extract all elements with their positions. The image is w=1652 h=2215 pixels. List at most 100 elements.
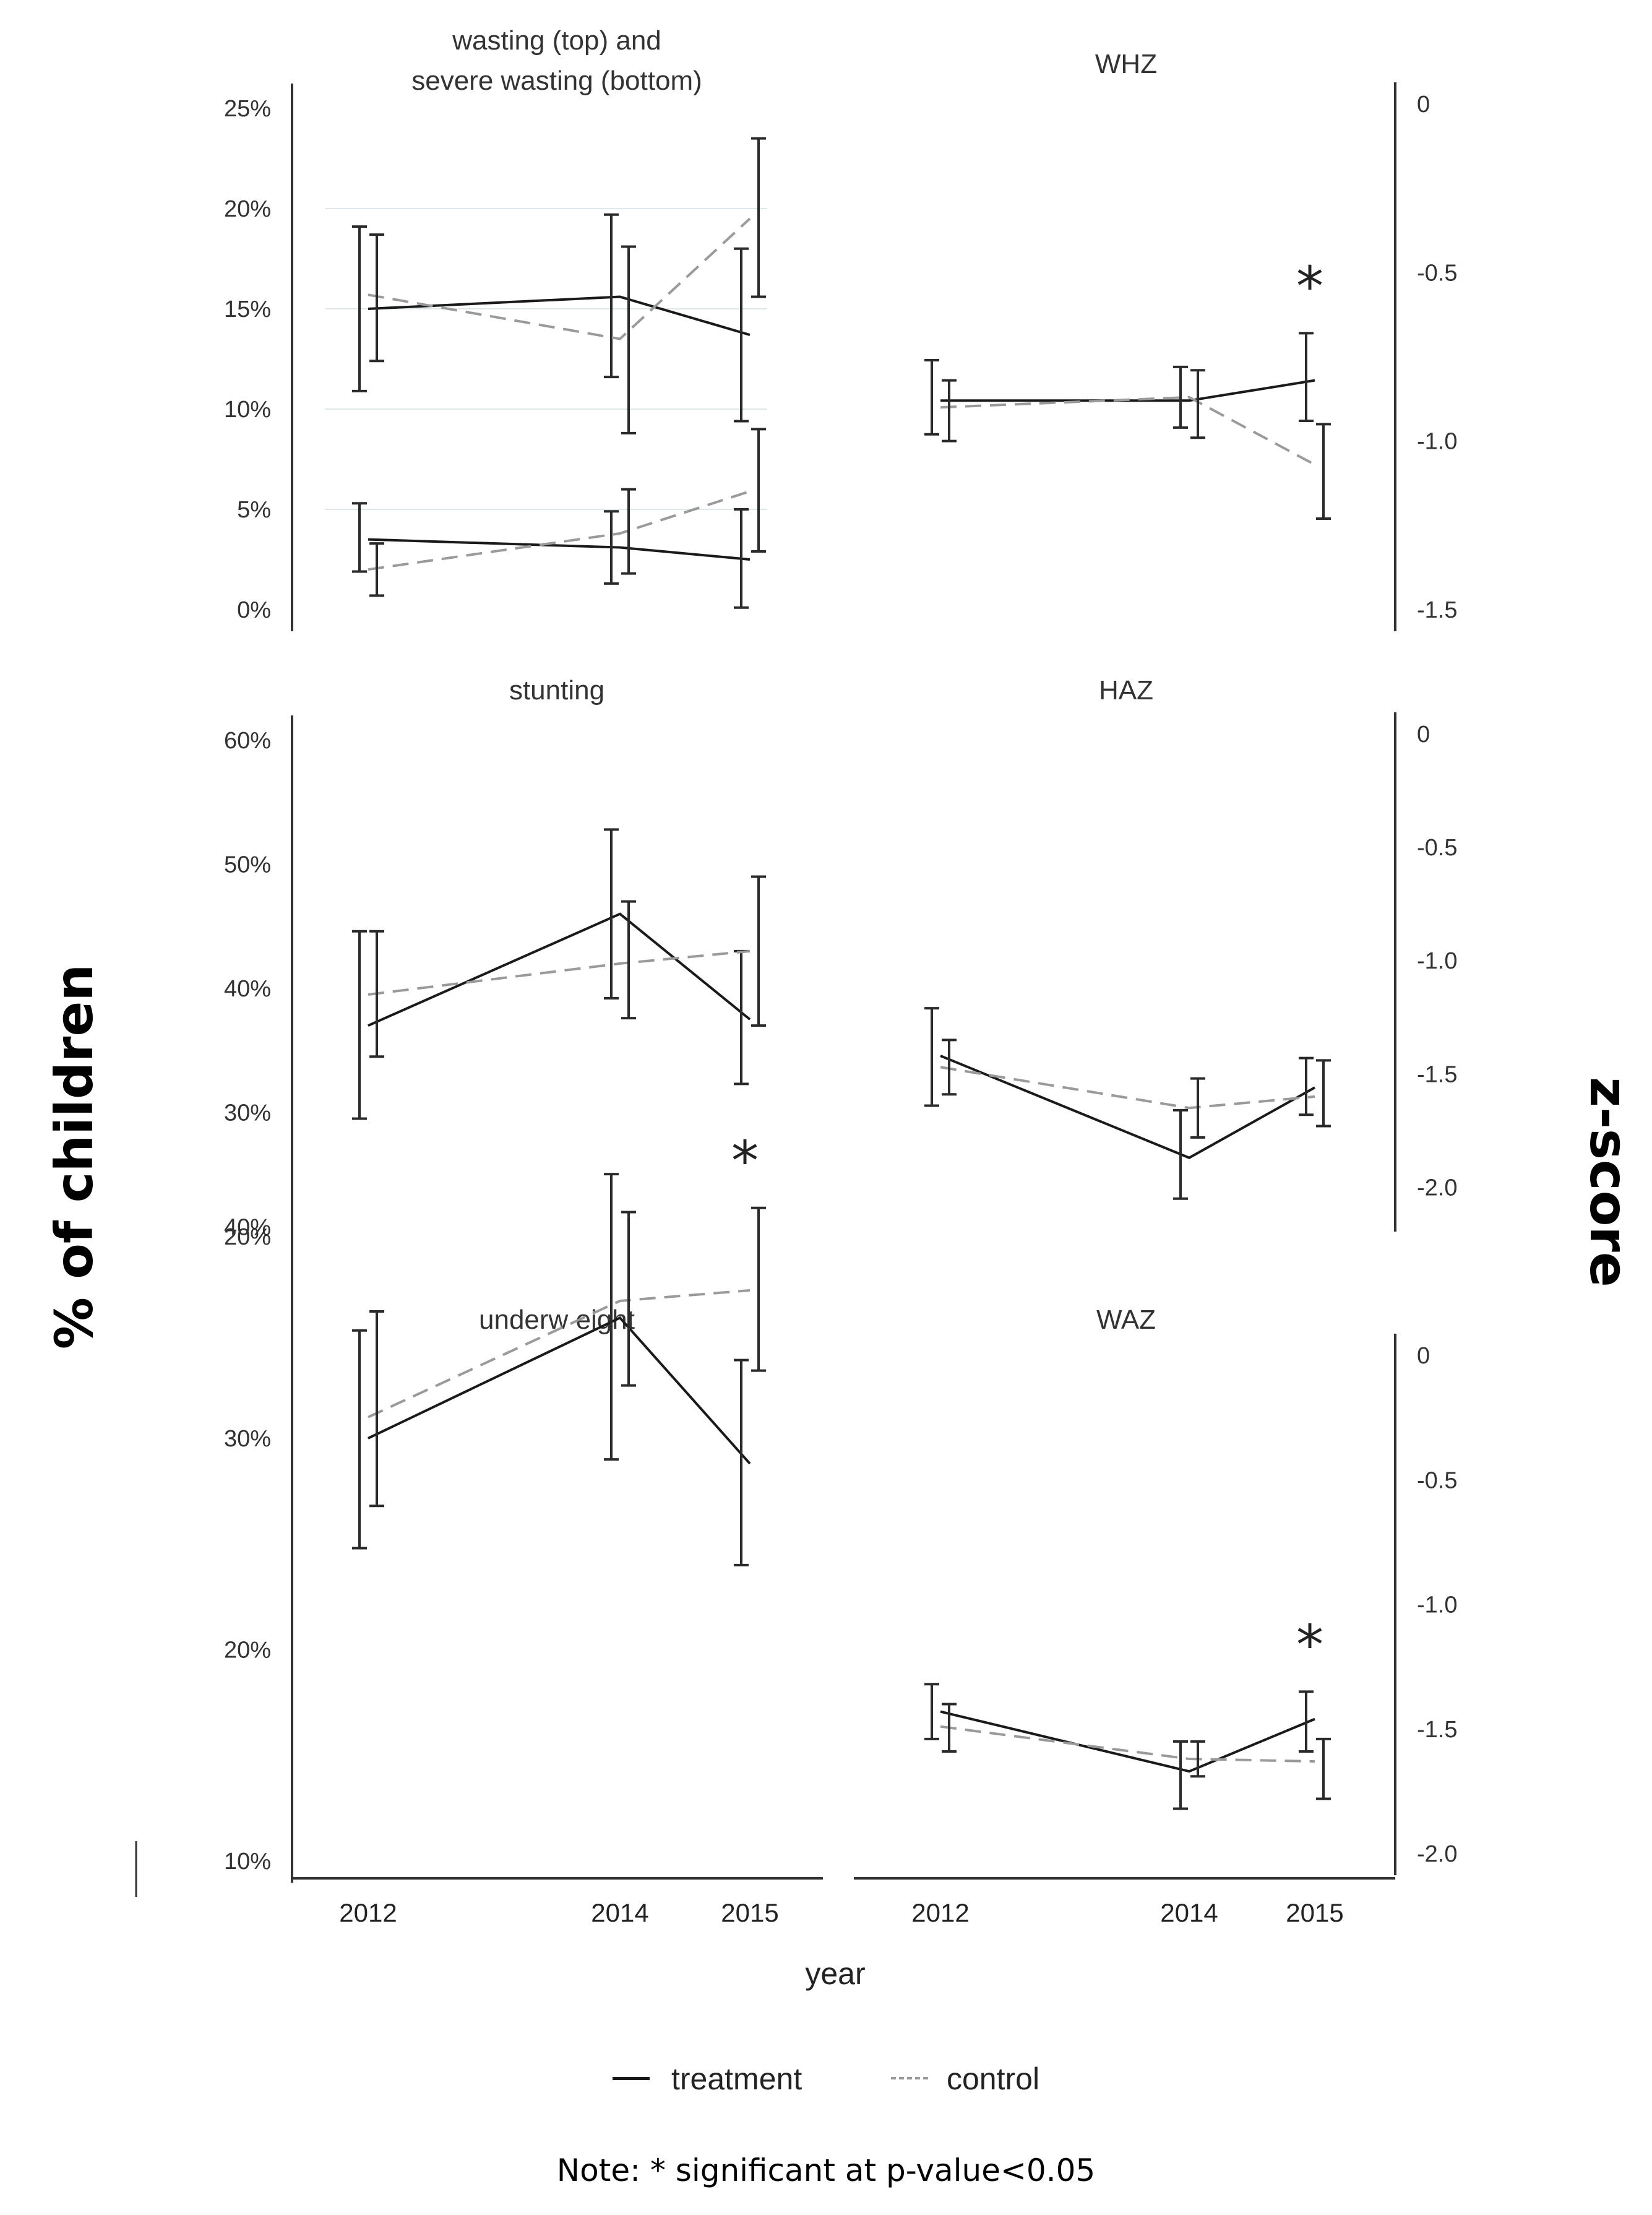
error-bar-treatment	[604, 1173, 619, 1461]
y-tick-label: 20%	[224, 196, 271, 222]
y-tick-label: -1.5	[1417, 1717, 1457, 1743]
error-bar-treatment	[604, 213, 619, 379]
y-tick-label: 40%	[224, 1214, 271, 1240]
y-tick-label: 30%	[224, 1426, 271, 1452]
panel-title: WHZ	[1095, 49, 1157, 79]
error-bar-control	[751, 428, 766, 553]
error-bar-treatment	[924, 1007, 939, 1107]
significance-asterisk: *	[731, 1129, 759, 1193]
x-axes: 2012 2014 2015 2012 2014 2015	[135, 1841, 1395, 1927]
error-bar-control	[621, 1211, 636, 1387]
panel-title: wasting (top) and	[452, 25, 661, 56]
left-axis-label: % of children	[25, 964, 124, 1349]
series-line-control	[368, 217, 751, 340]
panel-title: HAZ	[1099, 675, 1153, 706]
error-bar-treatment	[352, 1329, 367, 1550]
y-tick-label: -1.5	[1417, 1061, 1457, 1087]
x-tick-label: 2014	[1160, 1898, 1218, 1927]
error-bar-control	[1316, 1737, 1331, 1800]
error-bar-control	[751, 1206, 766, 1372]
error-bar-control	[621, 245, 636, 434]
error-bar-treatment	[1173, 1108, 1188, 1200]
panel-title: severe wasting (bottom)	[411, 66, 702, 96]
error-bar-treatment	[1173, 365, 1188, 429]
error-bar-treatment	[734, 508, 749, 609]
series-line-treatment	[368, 538, 751, 561]
panel-haz: 0 -0.5 -1.0 -1.5 -2.0 HAZ	[924, 675, 1457, 1232]
y-tick-label: -0.5	[1417, 260, 1457, 286]
y-tick-label: 0	[1417, 1343, 1430, 1369]
legend-label-treatment: treatment	[671, 2062, 802, 2096]
y-tick-label: -1.5	[1417, 597, 1457, 623]
series-line-control	[940, 1066, 1315, 1110]
error-bar-control	[751, 875, 766, 1027]
series-line-treatment	[368, 912, 751, 1027]
error-bar-treatment	[924, 1683, 939, 1740]
panel-title: WAZ	[1096, 1305, 1156, 1335]
y-tick-label: 50%	[224, 852, 271, 878]
error-bar-treatment	[604, 828, 619, 1000]
y-tick-label: -2.0	[1417, 1841, 1457, 1867]
y-tick-label: -1.0	[1417, 948, 1457, 974]
y-tick-label: -1.0	[1417, 429, 1457, 455]
error-bar-control	[1190, 1077, 1205, 1139]
x-axis-label: year	[805, 1956, 866, 1991]
legend-swatch-treatment	[613, 2077, 650, 2080]
y-tick-label: 0	[1417, 92, 1430, 118]
error-bar-control	[942, 1703, 957, 1753]
y-tick-label: -0.5	[1417, 1467, 1457, 1493]
error-bar-control	[369, 930, 384, 1058]
x-tick-label: 2012	[911, 1898, 969, 1927]
y-tick-label: 0%	[237, 597, 271, 623]
y-tick-label: 0	[1417, 722, 1430, 748]
y-tick-label: 10%	[224, 1849, 271, 1875]
error-bar-treatment	[1299, 1056, 1314, 1116]
series-line-treatment	[940, 1055, 1315, 1159]
error-bar-treatment	[1299, 1690, 1314, 1753]
panel-whz: 0 -0.5 -1.0 -1.5 WHZ *	[924, 49, 1457, 631]
error-bar-control	[621, 900, 636, 1020]
y-tick-label: 60%	[224, 728, 271, 754]
significance-asterisk: *	[1296, 254, 1323, 318]
y-tick-label: 20%	[224, 1224, 271, 1250]
legend-label-control: control	[947, 2062, 1040, 2096]
y-tick-label: -2.0	[1417, 1175, 1457, 1201]
y-tick-label: 5%	[237, 497, 271, 523]
right-axis-label-text: z-score	[1578, 1077, 1639, 1287]
error-bar-control	[1190, 369, 1205, 439]
significance-asterisk: *	[1296, 1613, 1323, 1677]
series-line-treatment	[940, 379, 1315, 402]
error-bar-control	[942, 1038, 957, 1096]
error-bar-control	[751, 137, 766, 298]
error-bar-control	[1190, 1740, 1205, 1778]
error-bar-control	[942, 379, 957, 443]
series-line-control	[940, 395, 1315, 466]
error-bar-control	[369, 542, 384, 597]
x-tick-label: 2014	[591, 1898, 648, 1927]
plot-area: 0% 5% 10% 15% 20% 25% wasting (top) and severe …	[135, 25, 1457, 1927]
panel-underweight: 10%20%30%40%underw eight*	[224, 1129, 766, 1883]
error-bar-treatment	[1299, 332, 1314, 422]
error-bar-treatment	[352, 502, 367, 573]
error-bar-treatment	[734, 1358, 749, 1566]
x-tick-label: 2015	[721, 1898, 778, 1927]
error-bar-treatment	[734, 247, 749, 423]
y-tick-label: 40%	[224, 976, 271, 1002]
series-line-treatment	[940, 1710, 1315, 1773]
y-tick-label: 25%	[224, 96, 271, 122]
panel-waz: 0 -0.5 -1.0 -1.5 -2.0 WAZ *	[924, 1305, 1457, 1875]
significance-note: Note: * significant at p-value<0.05	[556, 2152, 1096, 2188]
panel-stunting: 20% 30% 40% 50% 60% stunting	[224, 675, 766, 1258]
y-tick-label: 10%	[224, 397, 271, 423]
error-bar-control	[369, 233, 384, 363]
error-bar-control	[621, 488, 636, 575]
left-axis-label-text: % of children	[44, 964, 105, 1350]
error-bar-treatment	[1173, 1740, 1188, 1810]
y-tick-label: -1.0	[1417, 1592, 1457, 1618]
y-tick-label: 15%	[224, 296, 271, 322]
x-tick-label: 2015	[1286, 1898, 1343, 1927]
right-axis-label: z-score	[1565, 1077, 1652, 1287]
panel-wasting: 0% 5% 10% 15% 20% 25% wasting (top) and severe …	[224, 25, 767, 631]
y-tick-label: 20%	[224, 1637, 271, 1663]
